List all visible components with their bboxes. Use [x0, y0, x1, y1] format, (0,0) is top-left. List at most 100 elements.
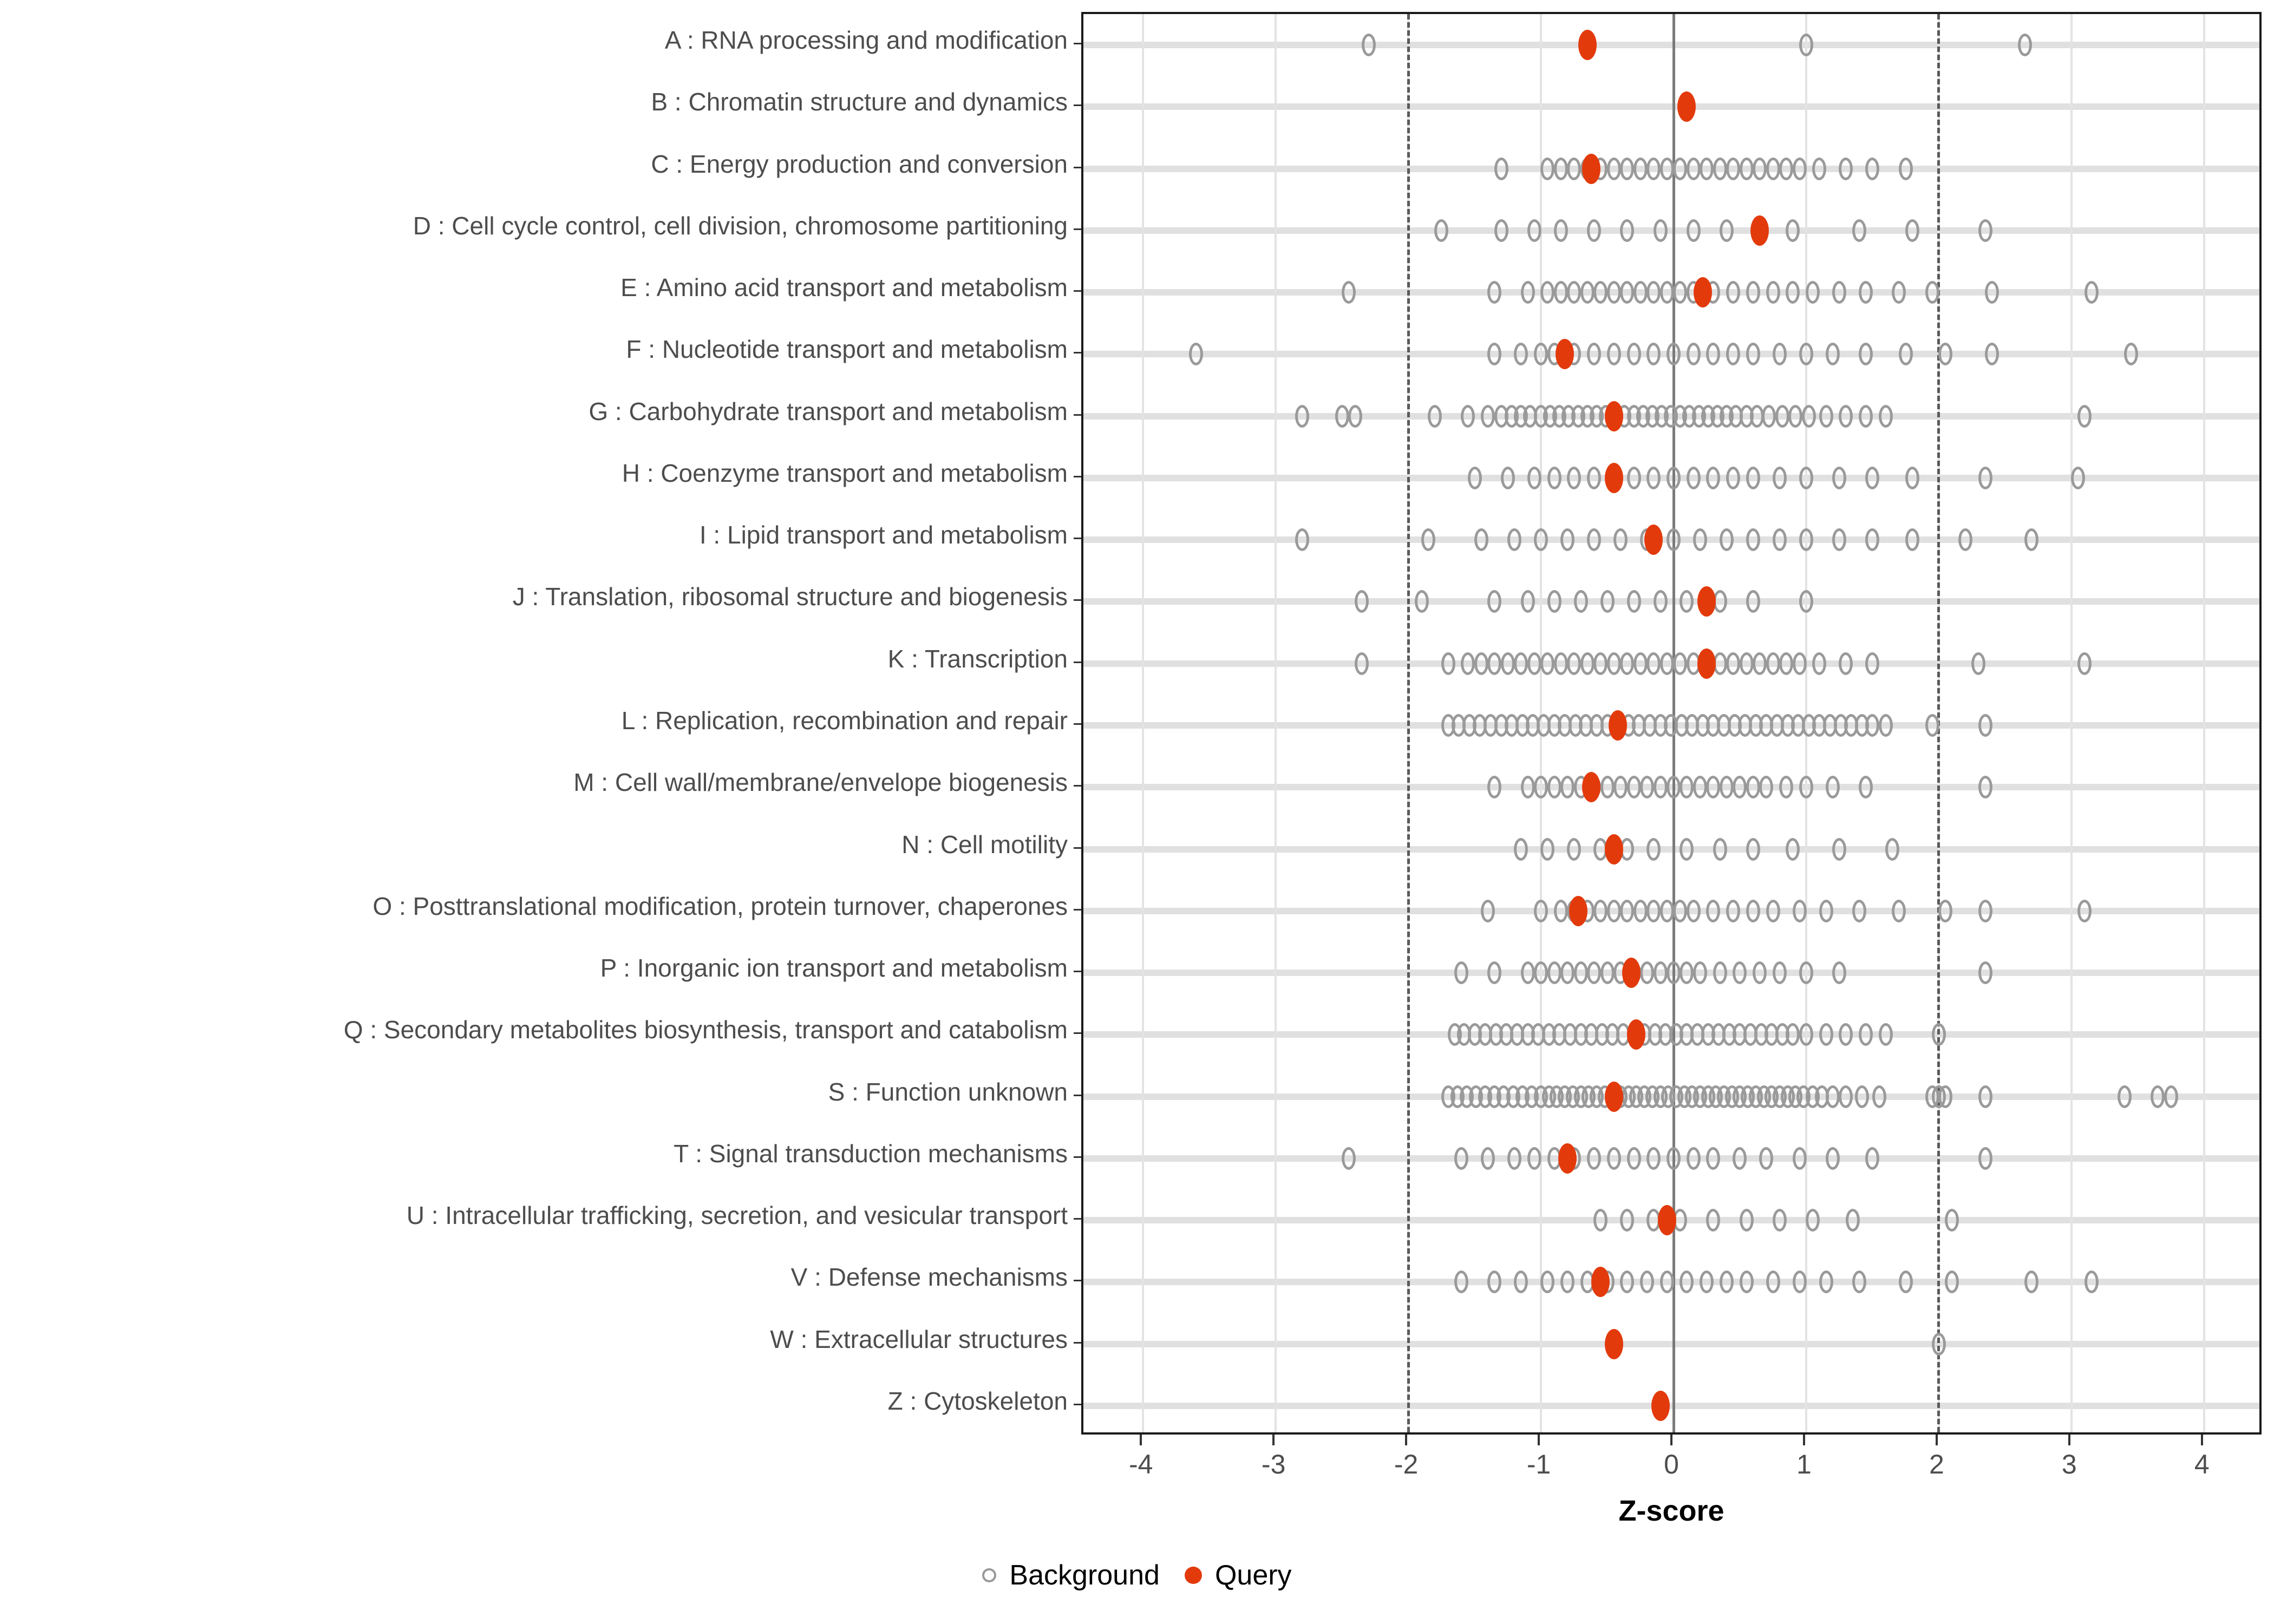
background-data-point: [1567, 157, 1582, 180]
background-data-point: [1189, 343, 1204, 366]
horizontal-gridline: [1083, 103, 2259, 110]
background-data-point: [1520, 961, 1535, 985]
background-data-point: [1620, 899, 1635, 922]
background-data-point: [1454, 1271, 1469, 1294]
background-data-point: [1746, 343, 1760, 366]
background-data-point: [1945, 1209, 1959, 1232]
background-data-point: [1931, 1332, 1946, 1355]
background-data-point: [1680, 590, 1694, 613]
background-data-point: [1461, 652, 1475, 675]
background-data-point: [1673, 281, 1688, 304]
y-axis-tick-label: O : Posttranslational modification, prot…: [373, 892, 1068, 920]
background-data-point: [1620, 1271, 1635, 1294]
background-data-point: [1646, 157, 1661, 180]
background-data-point: [1772, 1209, 1787, 1232]
query-data-point: [1604, 1081, 1623, 1112]
background-data-point: [1739, 1209, 1754, 1232]
background-data-point: [1507, 528, 1522, 552]
y-axis-tick-mark: [1074, 228, 1081, 230]
background-data-point: [1567, 281, 1582, 304]
y-axis-tick-label: H : Coenzyme transport and metabolism: [622, 459, 1068, 487]
background-data-point: [1799, 1023, 1813, 1046]
background-data-point: [1534, 899, 1548, 922]
background-data-point: [1507, 1147, 1522, 1170]
background-data-point: [1514, 837, 1528, 861]
background-data-point: [1925, 281, 1939, 304]
background-data-point: [1680, 961, 1694, 985]
background-data-point: [1839, 404, 1853, 428]
background-data-point: [1534, 528, 1548, 552]
query-data-point: [1651, 1390, 1670, 1421]
background-data-point: [1719, 776, 1734, 799]
background-data-point: [1859, 776, 1873, 799]
background-data-point: [1680, 776, 1694, 799]
background-data-point: [1772, 343, 1787, 366]
y-axis-tick-mark: [1074, 43, 1081, 45]
background-data-point: [2124, 343, 2139, 366]
background-data-point: [2077, 404, 2092, 428]
y-axis-tick-mark: [1074, 1280, 1081, 1282]
background-data-point: [1633, 157, 1648, 180]
background-data-point: [1540, 837, 1555, 861]
background-data-point: [1806, 281, 1820, 304]
y-axis-tick-mark: [1074, 661, 1081, 663]
x-axis-tick-label: 4: [2194, 1449, 2210, 1479]
background-data-point: [1806, 1209, 1820, 1232]
background-data-point: [1753, 157, 1767, 180]
y-axis-tick-label: M : Cell wall/membrane/envelope biogenes…: [573, 768, 1068, 797]
y-axis-tick-label: A : RNA processing and modification: [664, 26, 1068, 55]
background-data-point: [1925, 714, 1939, 737]
background-data-point: [1534, 343, 1548, 366]
background-data-point: [1341, 1147, 1356, 1170]
background-data-point: [1355, 590, 1369, 613]
background-data-point: [1514, 1271, 1528, 1294]
background-data-point: [1852, 219, 1866, 242]
y-axis-tick-label: Q : Secondary metabolites biosynthesis, …: [343, 1016, 1068, 1044]
background-data-point: [1667, 961, 1681, 985]
x-axis-tick-mark: [2068, 1435, 2070, 1445]
background-data-point: [1355, 652, 1369, 675]
background-data-point: [1613, 776, 1628, 799]
background-data-point: [1633, 281, 1648, 304]
background-data-point: [1713, 837, 1727, 861]
background-data-point: [1706, 776, 1721, 799]
background-data-point: [1600, 776, 1615, 799]
y-axis-tick-label: Z : Cytoskeleton: [887, 1386, 1068, 1415]
y-axis-tick-mark: [1074, 1403, 1081, 1405]
y-axis-tick-label: L : Replication, recombination and repai…: [621, 706, 1068, 735]
background-data-point: [1461, 404, 1475, 428]
background-data-point: [1854, 1085, 1869, 1108]
background-data-point: [2164, 1085, 2178, 1108]
background-data-point: [1892, 899, 1906, 922]
x-axis-tick-mark: [1935, 1435, 1938, 1445]
background-data-point: [1567, 466, 1582, 489]
background-data-point: [1719, 1271, 1734, 1294]
background-data-point: [1772, 961, 1787, 985]
background-data-point: [1646, 343, 1661, 366]
x-axis-tick-mark: [1538, 1435, 1540, 1445]
background-data-point: [1766, 157, 1780, 180]
background-data-point: [1421, 528, 1435, 552]
background-data-point: [1560, 776, 1575, 799]
background-data-point: [1799, 528, 1813, 552]
background-data-point: [1587, 466, 1602, 489]
query-data-point: [1556, 339, 1574, 370]
background-data-point: [1693, 776, 1707, 799]
background-data-point: [1792, 1147, 1807, 1170]
background-data-point: [1739, 652, 1754, 675]
background-data-point: [2077, 899, 2092, 922]
y-axis-tick-label: T : Signal transduction mechanisms: [674, 1139, 1068, 1168]
background-data-point: [1812, 157, 1827, 180]
background-data-point: [1295, 404, 1310, 428]
background-data-point: [1593, 1209, 1608, 1232]
plot-area: [1083, 14, 2259, 1432]
background-data-point: [1680, 1271, 1694, 1294]
background-data-point: [1587, 528, 1602, 552]
query-data-point: [1657, 1205, 1676, 1236]
background-data-point: [1819, 899, 1833, 922]
background-data-point: [1553, 157, 1568, 180]
background-data-point: [1766, 652, 1780, 675]
y-axis-category-labels: A : RNA processing and modification B : C…: [0, 12, 1081, 1435]
x-axis-tick-mark: [1272, 1435, 1275, 1445]
background-data-point: [1613, 528, 1628, 552]
